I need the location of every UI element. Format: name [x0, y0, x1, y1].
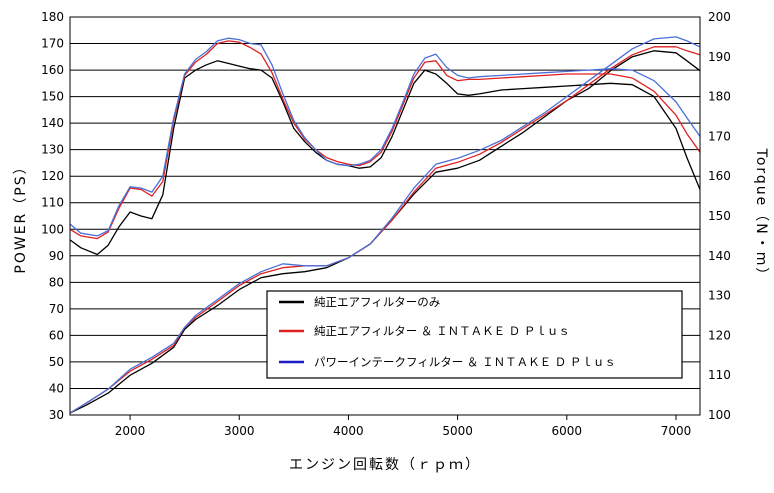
y-left-tick-label: 160: [41, 63, 64, 77]
y-left-tick-label: 110: [41, 196, 64, 210]
y-right-tick-labels: 100 110 120 130 140 150 160 170 180 190 200: [708, 10, 731, 422]
y-left-axis-title: POWER（PS）: [13, 158, 29, 273]
legend-label-power-intake: パワーインテークフィルター ＆ ＩＮＴＡＫＥ Ｄ Ｐｌｕｓ: [314, 355, 616, 369]
x-tick-label: 6000: [552, 424, 583, 438]
power-line-stock-intake: [69, 40, 701, 240]
y-left-tick-label: 40: [49, 381, 64, 395]
y-left-tick-label: 140: [41, 116, 64, 130]
y-right-tick-label: 190: [708, 50, 731, 64]
y-left-tick-labels: 30 40 50 60 70 80 90 100 110 120 130 140 150 160 170 18…: [41, 10, 64, 422]
x-axis-title: エンジン回転数（ｒｐｍ）: [289, 457, 481, 473]
series-layer: [69, 36, 701, 414]
y-right-tick-label: 120: [708, 328, 731, 342]
y-left-tick-label: 80: [49, 275, 64, 289]
y-right-axis-title: Torque（N・m）: [753, 148, 769, 284]
y-right-tick-label: 110: [708, 368, 731, 382]
x-tick-label: 3000: [224, 424, 255, 438]
y-left-tick-label: 50: [49, 355, 64, 369]
y-left-tick-label: 60: [49, 328, 64, 342]
x-tick-labels: 2000 3000 4000 5000 6000 7000: [115, 415, 691, 438]
y-left-tick-label: 70: [49, 302, 64, 316]
y-left-tick-label: 100: [41, 222, 64, 236]
legend-label-stock-intake: 純正エアフィルター ＆ ＩＮＴＡＫＥ Ｄ Ｐｌｕｓ: [314, 324, 570, 338]
y-right-tick-label: 200: [708, 10, 731, 24]
y-left-tick-label: 30: [49, 408, 64, 422]
torque-line-power-intake: [69, 36, 701, 414]
legend-label-stock: 純正エアフィルターのみ: [314, 295, 440, 309]
x-tick-label: 5000: [442, 424, 473, 438]
power-line-power-intake: [69, 37, 701, 237]
y-left-tick-label: 150: [41, 90, 64, 104]
plot-frame: [69, 16, 701, 416]
y-right-tick-label: 150: [708, 209, 731, 223]
y-right-tick-label: 160: [708, 169, 731, 183]
y-left-tick-label: 180: [41, 10, 64, 24]
legend: 純正エアフィルターのみ 純正エアフィルター ＆ ＩＮＴＡＫＥ Ｄ Ｐｌｕｓ パワ…: [266, 290, 683, 379]
x-tick-label: 2000: [115, 424, 146, 438]
y-left-tick-label: 130: [41, 143, 64, 157]
y-left-tick-label: 90: [49, 249, 64, 263]
y-right-tick-label: 180: [708, 90, 731, 104]
legend-box: [266, 290, 683, 379]
x-tick-label: 7000: [661, 424, 692, 438]
y-left-tick-label: 120: [41, 169, 64, 183]
y-left-tick-label: 170: [41, 37, 64, 51]
y-right-tick-label: 100: [708, 408, 731, 422]
x-tick-label: 4000: [333, 424, 364, 438]
y-right-tick-label: 130: [708, 289, 731, 303]
y-right-tick-label: 140: [708, 249, 731, 263]
y-right-tick-label: 170: [708, 129, 731, 143]
